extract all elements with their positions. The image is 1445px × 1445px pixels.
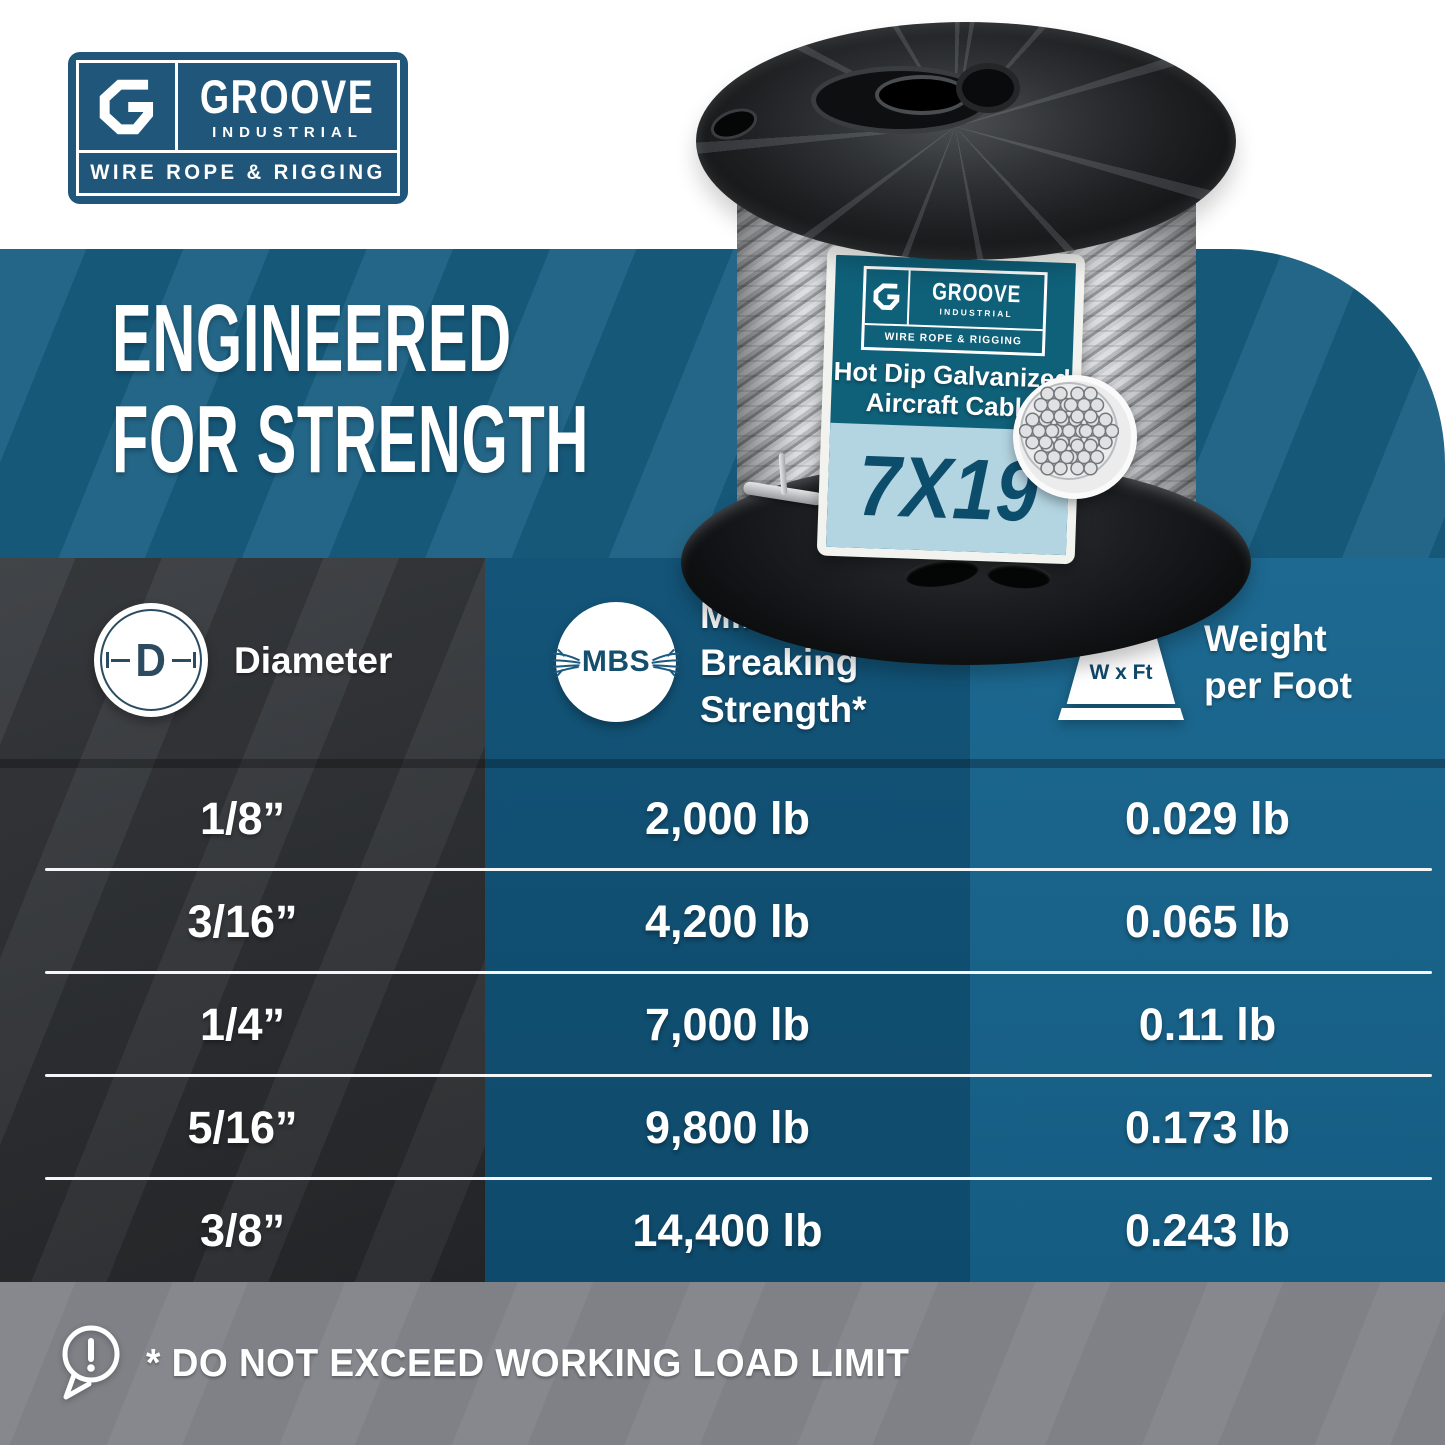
label-brand-name: GROOVE [931,278,1022,309]
mbs-value: 7,000 lb [644,998,811,1050]
weight-value: 0.029 lb [1124,793,1291,845]
diameter-value: 5/16” [187,1101,298,1153]
disclaimer-text: * DO NOT EXCEED WORKING LOAD LIMIT [146,1341,910,1385]
spec-table: D Diameter MBS Minimum Breaking Strength [0,558,1445,1282]
weight-value: 0.065 lb [1124,896,1291,948]
hero-heading-line1: ENGINEERED [112,285,512,392]
hero-band [0,249,1445,558]
column-bg-weight [970,558,1445,1282]
row-divider [45,868,1432,871]
row-divider [45,1177,1432,1180]
brand-division: INDUSTRIAL [212,123,363,141]
diameter-value: 1/8” [199,793,286,845]
table-row: 5/16” 9,800 lb 0.173 lb [0,1076,1445,1179]
brand-logo-frame: GROOVE INDUSTRIAL WIRE ROPE & RIGGING [76,60,400,196]
alert-bubble-icon [62,1325,120,1399]
cable-spool-photo: GROOVE INDUSTRIAL WIRE ROPE & RIGGING Ho… [655,5,1275,670]
diameter-icon-letter: D [135,634,167,686]
logo-divider-horizontal [79,150,397,153]
cable-cross-section-icon [1013,375,1137,499]
table-row: 3/8” 14,400 lb 0.243 lb [0,1179,1445,1282]
table-row: 3/16” 4,200 lb 0.065 lb [0,871,1445,974]
table-rows: 1/8” 2,000 lb 0.029 lb 3/16” 4,200 lb 0.… [0,768,1445,1282]
weight-header-line1: Weight [1204,618,1327,659]
label-brand-division: INDUSTRIAL [939,306,1014,320]
disclaimer-footer: * DO NOT EXCEED WORKING LOAD LIMIT [0,1282,1445,1445]
logo-divider-vertical [175,63,178,150]
weight-value: 0.243 lb [1124,1204,1291,1256]
header-shadow-divider [0,759,1445,768]
weight-icon-base [1058,708,1184,720]
table-row: 1/4” 7,000 lb 0.11 lb [0,974,1445,1077]
brand-g-icon [79,63,175,150]
diameter-value: 3/16” [187,896,298,948]
construction-7x19: 7X19 [856,437,1040,541]
column-header-diameter: D Diameter [94,602,392,718]
flange-center-hole [875,75,969,115]
mbs-value: 14,400 lb [632,1204,823,1256]
flange-ribs [696,22,1236,260]
weight-value: 0.11 lb [1138,998,1277,1050]
spool-top-flange [696,22,1236,260]
brand-logo: GROOVE INDUSTRIAL WIRE ROPE & RIGGING [68,52,408,204]
weight-icon-text: W x Ft [1089,661,1153,684]
label-g-icon [865,269,909,324]
weight-value: 0.173 lb [1124,1101,1291,1153]
diameter-icon: D [94,603,208,717]
flange-hole [986,561,1052,591]
row-divider [45,971,1432,974]
mbs-icon: MBS [552,602,680,722]
hero-heading-line2: FOR STRENGTH [112,386,589,493]
brand-tagline: WIRE ROPE & RIGGING [90,161,386,184]
flange-ring-hole [956,63,1020,113]
column-bg-diameter [0,558,485,1282]
mbs-header-line3: Strength* [700,688,867,730]
brand-name: GROOVE [200,69,375,123]
spool-product-label: GROOVE INDUSTRIAL WIRE ROPE & RIGGING Ho… [816,245,1086,565]
mbs-value: 2,000 lb [644,793,811,845]
diameter-value: 3/8” [199,1204,286,1256]
table-row: 1/8” 2,000 lb 0.029 lb [0,768,1445,871]
label-brand-logo: GROOVE INDUSTRIAL WIRE ROPE & RIGGING [860,265,1048,357]
mbs-value: 9,800 lb [644,1101,811,1153]
weight-header-line2: per Foot [1204,665,1352,706]
label-brand-tagline: WIRE ROPE & RIGGING [884,330,1023,348]
mbs-icon-text: MBS [581,645,651,678]
hero-heading: ENGINEERED FOR STRENGTH [112,288,589,490]
diameter-value: 1/4” [199,998,286,1050]
diameter-header-label: Diameter [234,639,393,681]
mbs-value: 4,200 lb [644,896,811,948]
row-divider [45,1074,1432,1077]
